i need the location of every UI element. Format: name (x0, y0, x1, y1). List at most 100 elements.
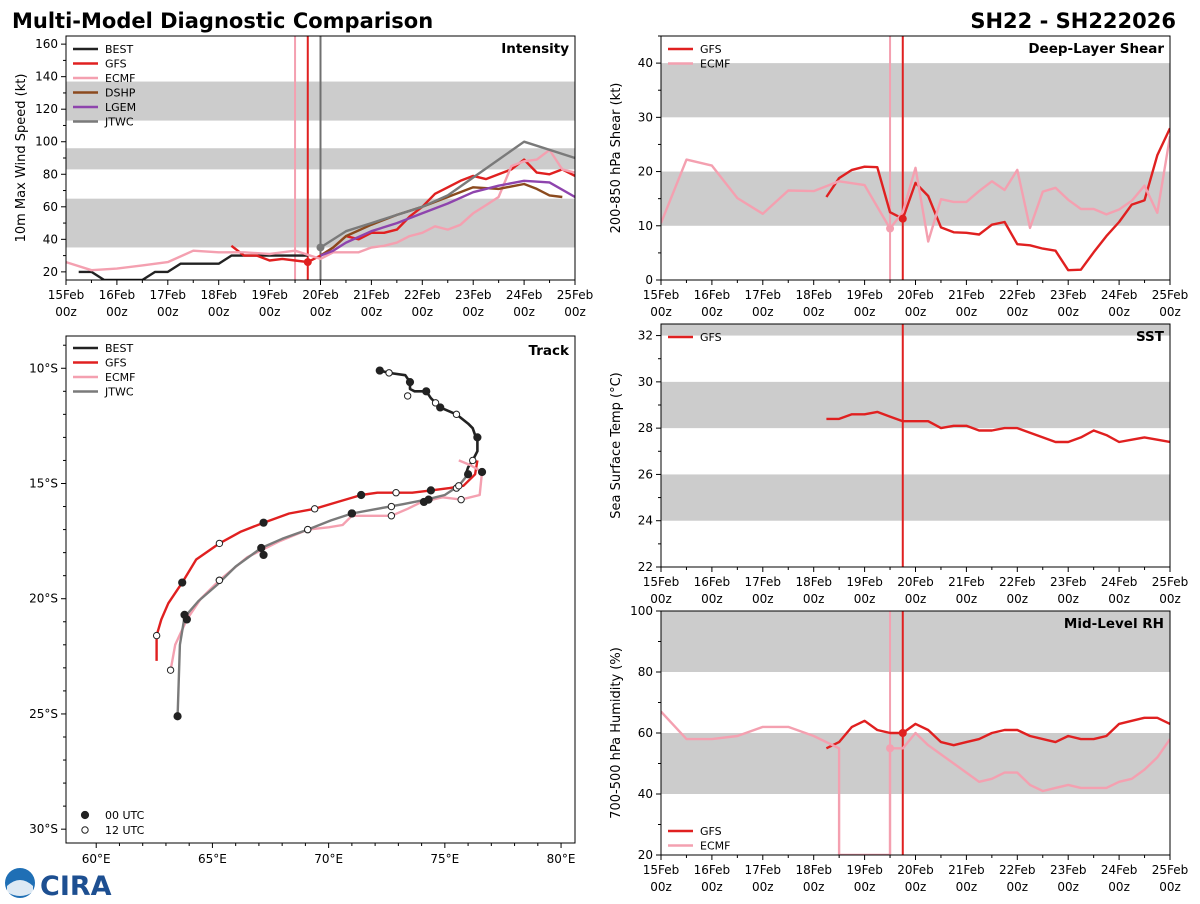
shading-band-0 (661, 733, 1170, 794)
series-jtwc-marker (316, 243, 325, 252)
x-tick-hour-label: 00z (650, 880, 672, 894)
lat-tick-label: 30°S (29, 822, 58, 836)
x-tick-date-label: 22Feb (999, 575, 1036, 589)
series-gfs-marker (303, 258, 312, 267)
track-best-00utc-point (436, 403, 445, 412)
y-tick-label: 30 (638, 110, 653, 124)
track-ecmf-00utc-point (259, 550, 268, 560)
cira-logo-text: CIRA (40, 871, 112, 900)
x-tick-hour-label: 00z (701, 305, 723, 319)
x-tick-date-label: 16Feb (694, 863, 731, 877)
x-tick-date-label: 17Feb (150, 288, 187, 302)
track-jtwc-12utc-point (304, 525, 312, 534)
y-tick-label: 20 (43, 265, 58, 279)
x-tick-date-label: 20Feb (302, 288, 339, 302)
track-gfs-00utc-point (426, 486, 435, 495)
y-tick-label: 28 (638, 421, 653, 435)
legend-label-ecmf: ECMF (700, 840, 730, 853)
x-tick-date-label: 15Feb (643, 863, 680, 877)
plot-frame (65, 335, 576, 844)
x-tick-hour-label: 00z (854, 305, 876, 319)
y-tick-label: 60 (43, 200, 58, 214)
x-tick-date-label: 24Feb (1101, 575, 1138, 589)
track-best-12utc-point (469, 456, 477, 465)
cira-logo: CIRA (5, 868, 112, 902)
shading-band-0 (661, 474, 1170, 521)
x-tick-hour-label: 00z (1159, 305, 1181, 319)
series-ecmf-marker (886, 224, 895, 233)
rh-panel: 20 40 60 80 100 15Feb 00z 16Feb 00z 17Feb 00z 18Feb… (609, 604, 1188, 894)
x-tick-date-label: 20Feb (897, 288, 934, 302)
x-tick-hour-label: 00z (803, 880, 825, 894)
x-tick-date-label: 22Feb (404, 288, 441, 302)
series-best-line (78, 254, 308, 280)
sst-panel: 22 24 26 28 30 32 15Feb 00z 16Feb 00z 17Feb 00z 18Fe… (609, 323, 1189, 606)
series-dshp-line (319, 182, 563, 257)
panel-title: SST (1136, 329, 1165, 345)
x-tick-date-label: 18Feb (795, 863, 832, 877)
track-ecmf-12utc-point (387, 512, 396, 520)
track-gfs-12utc-point (310, 505, 319, 513)
lon-tick-label: 75°E (430, 852, 459, 866)
series-gfs-marker (898, 729, 907, 737)
lat-tick-label: 20°S (29, 592, 58, 606)
y-tick-label: 40 (638, 56, 653, 70)
shading-band-1 (661, 611, 1170, 672)
x-tick-hour-label: 00z (701, 592, 723, 606)
x-tick-date-label: 18Feb (795, 575, 832, 589)
x-tick-hour-label: 00z (956, 880, 978, 894)
series-lgem-line (320, 179, 575, 257)
x-tick-hour-label: 00z (106, 305, 128, 319)
legend-label-gfs: GFS (105, 357, 127, 370)
legend-label-ecmf: ECMF (105, 371, 135, 384)
track-best-12utc-point (452, 410, 461, 419)
x-tick-date-label: 24Feb (1101, 288, 1138, 302)
y-tick-label: 60 (638, 726, 653, 740)
x-tick-date-label: 25Feb (1152, 288, 1189, 302)
y-axis-label: 200-850 hPa Shear (kt) (609, 83, 624, 234)
panel-title: Intensity (501, 41, 569, 57)
x-tick-hour-label: 00z (564, 305, 586, 319)
y-tick-label: 40 (43, 232, 58, 246)
x-tick-date-label: 18Feb (795, 288, 832, 302)
track-jtwc-12utc-point (215, 576, 224, 584)
x-tick-hour-label: 00z (1057, 305, 1079, 319)
x-tick-date-label: 25Feb (1152, 863, 1189, 877)
track-jtwc-00utc-point (347, 509, 356, 518)
x-tick-hour-label: 00z (956, 305, 978, 319)
y-axis-label: 10m Max Wind Speed (kt) (14, 74, 29, 243)
x-tick-hour-label: 00z (361, 305, 383, 319)
legend-label-jtwc: JTWC (104, 386, 134, 399)
y-tick-label: 20 (638, 165, 653, 179)
shading-band-0 (661, 171, 1170, 226)
x-tick-date-label: 16Feb (694, 575, 731, 589)
x-tick-date-label: 17Feb (745, 863, 782, 877)
panel-title: Mid-Level RH (1064, 616, 1164, 632)
series-gfs-marker (898, 214, 907, 223)
track-jtwc-00utc-point (180, 610, 189, 619)
track-best-00utc-point (405, 377, 415, 387)
lat-tick-label: 10°S (29, 361, 58, 375)
series-ecmf-marker (886, 744, 895, 753)
shading-band-1 (661, 63, 1170, 118)
track-gfs-12utc-point (392, 489, 400, 497)
shading-band-2 (661, 324, 1170, 336)
x-tick-hour-label: 00z (1108, 305, 1130, 319)
x-tick-date-label: 22Feb (999, 863, 1036, 877)
x-tick-date-label: 23Feb (1050, 288, 1087, 302)
x-tick-date-label: 25Feb (1152, 575, 1189, 589)
x-tick-date-label: 17Feb (745, 288, 782, 302)
panel-title: Deep-Layer Shear (1028, 41, 1164, 57)
legend-label-gfs: GFS (105, 58, 127, 71)
y-tick-label: 80 (43, 167, 58, 181)
figure-title: Multi-Model Diagnostic Comparison (12, 9, 433, 33)
y-tick-label: 30 (638, 375, 653, 389)
x-tick-hour-label: 00z (1108, 592, 1130, 606)
x-tick-hour-label: 00z (650, 305, 672, 319)
x-tick-hour-label: 00z (55, 305, 77, 319)
track-jtwc-12utc-point (387, 502, 396, 511)
legend-label-utc: 00 UTC (105, 809, 145, 822)
x-tick-date-label: 24Feb (506, 288, 543, 302)
x-tick-date-label: 15Feb (643, 288, 680, 302)
